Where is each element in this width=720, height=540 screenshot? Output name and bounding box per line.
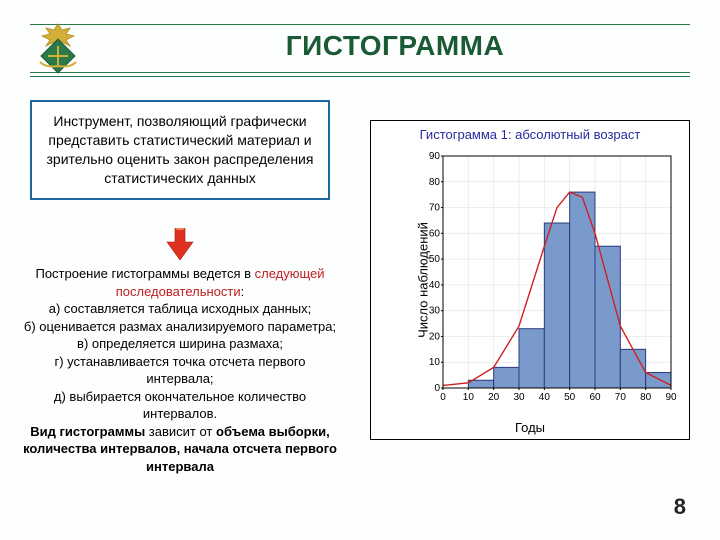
svg-text:20: 20 — [488, 392, 500, 403]
svg-text:10: 10 — [429, 357, 441, 368]
intro-box: Инструмент, позволяющий графически предс… — [30, 100, 330, 200]
steps-foot-b: зависит от — [145, 424, 216, 439]
svg-text:80: 80 — [640, 392, 652, 403]
svg-text:90: 90 — [665, 392, 676, 403]
page-title: ГИСТОГРАММА — [100, 30, 690, 62]
svg-text:30: 30 — [429, 306, 441, 317]
svg-text:90: 90 — [429, 151, 441, 162]
chart-title: Гистограмма 1: абсолютный возраст — [371, 127, 689, 142]
svg-text:80: 80 — [429, 177, 441, 188]
svg-text:0: 0 — [440, 392, 446, 403]
steps-lead: Построение гистограммы ведется в — [35, 266, 254, 281]
svg-text:10: 10 — [463, 392, 475, 403]
svg-text:40: 40 — [429, 280, 441, 291]
steps-item: б) оценивается размах анализируемого пар… — [20, 318, 340, 336]
svg-text:40: 40 — [539, 392, 551, 403]
chart-svg: 01020304050607080900102030405060708090 — [421, 151, 676, 406]
chart-frame: Гистограмма 1: абсолютный возраст Число … — [370, 120, 690, 440]
steps-lead-tail: : — [241, 284, 245, 299]
header-rule-bottom-1 — [30, 72, 690, 73]
svg-text:30: 30 — [513, 392, 525, 403]
steps-item: а) составляется таблица исходных данных; — [20, 300, 340, 318]
arrow-down-icon — [165, 228, 195, 267]
svg-text:70: 70 — [615, 392, 627, 403]
chart-xlabel: Годы — [515, 420, 545, 435]
steps-item: д) выбирается окончательное количество и… — [20, 388, 340, 423]
steps-list: а) составляется таблица исходных данных;… — [20, 300, 340, 423]
page-number: 8 — [674, 494, 686, 520]
steps-item: в) определяется ширина размаха; — [20, 335, 340, 353]
steps-text: Построение гистограммы ведется в следующ… — [20, 265, 340, 476]
svg-text:60: 60 — [429, 228, 441, 239]
svg-text:70: 70 — [429, 203, 441, 214]
svg-text:60: 60 — [589, 392, 601, 403]
svg-text:50: 50 — [429, 254, 441, 265]
steps-foot-a: Вид гистограммы — [30, 424, 145, 439]
chart-plot: 01020304050607080900102030405060708090 — [421, 151, 676, 406]
header-rule-top — [30, 24, 690, 25]
steps-item: г) устанавливается точка отсчета первого… — [20, 353, 340, 388]
header-rule-bottom-2 — [30, 76, 690, 77]
emblem-icon — [28, 18, 88, 78]
svg-text:50: 50 — [564, 392, 576, 403]
svg-text:20: 20 — [429, 331, 441, 342]
